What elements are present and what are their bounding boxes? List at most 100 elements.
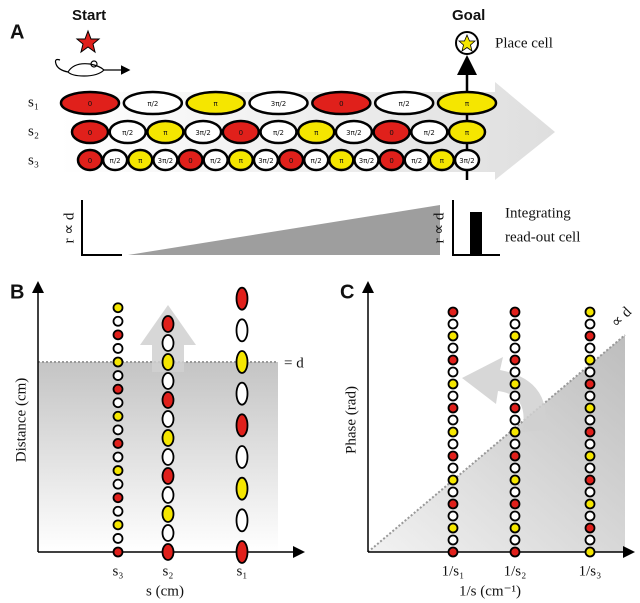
cell <box>163 449 174 465</box>
rate-ramp <box>128 205 440 255</box>
cell <box>449 536 458 545</box>
readout-label: Integrating <box>505 205 571 221</box>
cell <box>586 536 595 545</box>
cell <box>586 320 595 329</box>
cell <box>511 380 520 389</box>
phase-label: π/2 <box>424 129 435 137</box>
cell <box>586 332 595 341</box>
phase-label: π/2 <box>273 129 284 137</box>
panel-label: B <box>10 281 24 303</box>
cell <box>586 452 595 461</box>
cell <box>449 404 458 413</box>
phase-label: 0 <box>389 157 393 165</box>
readout-bar <box>470 212 482 255</box>
cell <box>449 392 458 401</box>
cell <box>449 476 458 485</box>
phase-label: 0 <box>389 129 393 137</box>
cell <box>511 308 520 317</box>
cell <box>511 404 520 413</box>
phase-label: 0 <box>339 100 343 108</box>
panel-label: C <box>340 281 354 303</box>
phase-label: 3π/2 <box>258 157 273 165</box>
readout-label: read-out cell <box>505 229 580 245</box>
cell <box>449 308 458 317</box>
cell <box>114 412 123 421</box>
cell <box>114 330 123 339</box>
cell <box>237 414 248 436</box>
cell <box>449 368 458 377</box>
cell <box>449 320 458 329</box>
row-label: s₂ <box>28 123 39 139</box>
cell <box>511 344 520 353</box>
phase-label: 3π/2 <box>459 157 474 165</box>
cell <box>114 480 123 489</box>
cell <box>511 512 520 521</box>
cell <box>511 452 520 461</box>
phase-label: 0 <box>188 157 192 165</box>
phase-label: π/2 <box>411 157 422 165</box>
cell <box>237 288 248 310</box>
rotation-arrow <box>462 357 546 432</box>
cell <box>163 468 174 484</box>
cell <box>586 440 595 449</box>
cell <box>114 425 123 434</box>
cell <box>237 319 248 341</box>
cell <box>511 536 520 545</box>
cell <box>511 488 520 497</box>
cell <box>586 476 595 485</box>
cell <box>237 446 248 468</box>
cell <box>586 404 595 413</box>
cell <box>511 392 520 401</box>
x-tick-label: 1/s₂ <box>504 563 527 579</box>
cell <box>511 440 520 449</box>
cell <box>163 392 174 408</box>
x-axis-label: 1/s (cm⁻¹) <box>459 583 521 599</box>
cell <box>586 512 595 521</box>
cell <box>237 383 248 405</box>
cell <box>163 335 174 351</box>
cell <box>449 464 458 473</box>
cell <box>449 500 458 509</box>
rate-axis-label: r ∝ d <box>431 212 447 243</box>
cell <box>114 466 123 475</box>
cell <box>511 500 520 509</box>
cell <box>163 525 174 541</box>
x-tick-label: s₃ <box>112 563 123 579</box>
cell <box>586 416 595 425</box>
phase-label: 3π/2 <box>359 157 374 165</box>
cell <box>114 385 123 394</box>
cell <box>586 488 595 497</box>
cell <box>511 416 520 425</box>
cell <box>114 520 123 529</box>
phase-label: 0 <box>88 129 92 137</box>
cell <box>114 507 123 516</box>
phase-label: π/2 <box>399 100 410 108</box>
cell <box>511 548 520 557</box>
rate-axes <box>82 200 122 255</box>
cell <box>163 354 174 370</box>
grid-cells: 0π/2π3π/20π/2π0π/2π3π/20π/2π3π/20π/2π0π/… <box>61 92 496 170</box>
row-label: s₃ <box>28 152 39 168</box>
cell <box>511 332 520 341</box>
cell <box>586 368 595 377</box>
cell <box>163 544 174 560</box>
cell <box>449 548 458 557</box>
x-axis-label: s (cm) <box>146 583 184 599</box>
cell <box>449 332 458 341</box>
x-tick-label: s₂ <box>162 563 173 579</box>
cell <box>586 392 595 401</box>
cell <box>237 478 248 500</box>
y-axis-label: Distance (cm) <box>13 378 29 463</box>
cell <box>449 416 458 425</box>
phase-label: π/2 <box>311 157 322 165</box>
cell <box>114 398 123 407</box>
cell <box>586 308 595 317</box>
cell <box>511 368 520 377</box>
cell <box>114 317 123 326</box>
cell <box>163 316 174 332</box>
cell <box>586 464 595 473</box>
cell <box>237 541 248 563</box>
cell <box>449 452 458 461</box>
threshold-label: = d <box>284 355 304 371</box>
phase-label: 0 <box>289 157 293 165</box>
